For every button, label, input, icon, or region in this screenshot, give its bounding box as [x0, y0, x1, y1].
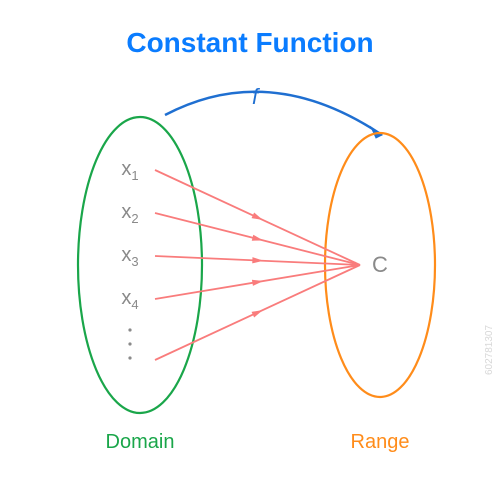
- diagram-title: Constant Function: [126, 27, 373, 58]
- domain-dots: [128, 328, 131, 331]
- domain-item: x3: [121, 244, 138, 269]
- domain-item: x2: [121, 201, 138, 226]
- domain-dots: [128, 342, 131, 345]
- domain-label: Domain: [106, 431, 175, 453]
- domain-item: x4: [121, 287, 138, 312]
- mapping-arrowhead: [252, 257, 263, 263]
- domain-dots: [128, 356, 131, 359]
- domain-item: x1: [121, 158, 138, 183]
- range-item: C: [372, 252, 388, 277]
- domain-ellipse: [78, 117, 202, 413]
- watermark: 602781307: [484, 325, 495, 375]
- mapping-arrowhead: [252, 310, 263, 317]
- function-label: f: [252, 84, 261, 109]
- mapping-arrowhead: [252, 213, 263, 220]
- mapping-arrowhead: [252, 235, 264, 241]
- range-label: Range: [351, 431, 410, 453]
- function-arc: [165, 92, 382, 135]
